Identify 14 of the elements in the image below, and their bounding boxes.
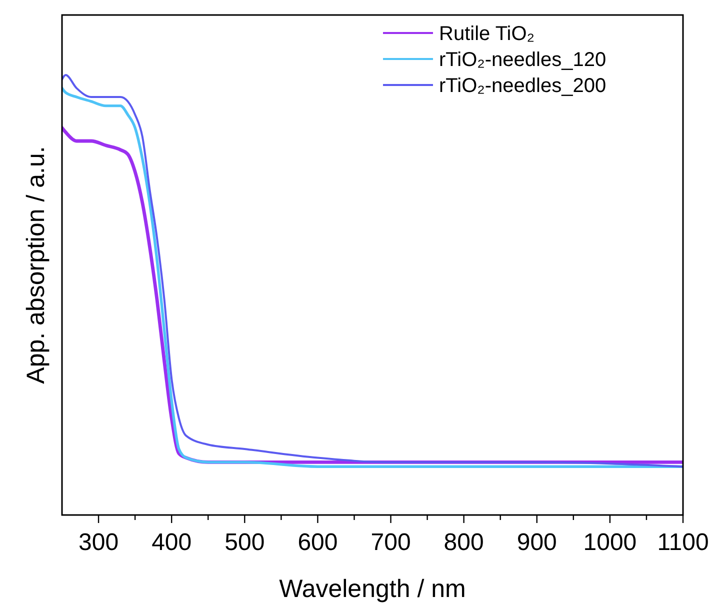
y-axis-title: App. absorption / a.u. [22, 146, 50, 384]
x-tick-label: 600 [298, 529, 338, 556]
legend-label: rTiO₂-needles_200 [439, 75, 606, 97]
legend-label: Rutile TiO₂ [439, 23, 535, 45]
x-tick-label: 700 [370, 529, 411, 556]
x-tick-label: 800 [444, 529, 484, 556]
x-tick-label: 900 [516, 529, 557, 556]
x-axis-title: Wavelength / nm [279, 575, 466, 603]
x-tick-label: 400 [152, 529, 192, 556]
x-tick-label: 300 [78, 529, 119, 556]
x-tick-label: 1000 [583, 529, 637, 556]
x-tick-label: 500 [224, 529, 265, 556]
x-tick-label: 1100 [657, 529, 709, 556]
legend-label: rTiO₂-needles_120 [439, 49, 606, 71]
